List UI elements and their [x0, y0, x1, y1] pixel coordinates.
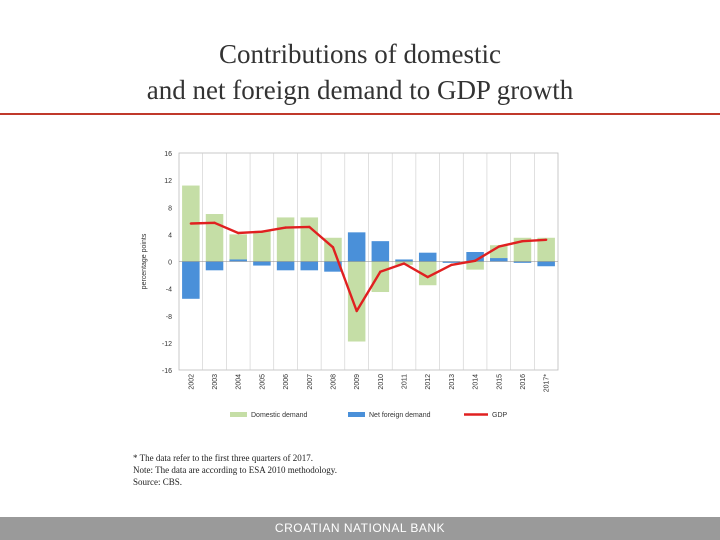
domestic-demand-bar-7 [347, 261, 366, 342]
domestic-demand-bar-4 [276, 217, 295, 262]
net-foreign-demand-bar-11 [442, 261, 461, 263]
x-tick-label: 2013 [449, 374, 456, 390]
title-line-1: Contributions of domestic [219, 39, 501, 69]
footnote: * The data refer to the first three quar… [133, 453, 314, 463]
gdp-point-10 [426, 275, 429, 279]
domestic-demand-bar-12 [466, 261, 484, 270]
x-tick-label: 2003 [212, 374, 219, 390]
domestic-demand-bar-10 [418, 261, 437, 286]
gdp-line [190, 221, 547, 313]
gdp-point-13 [497, 245, 500, 248]
contributions-chart: 16 12 8 4 0 -4 -8 -12 -16 percentage points 2002 20… [141, 151, 559, 419]
footer-bar: CROATIAN NATIONAL BANK [0, 517, 720, 540]
gdp-point-12 [473, 259, 477, 263]
x-tick-label: 2002 [188, 374, 195, 390]
x-tick-label: 2012 [425, 374, 432, 390]
y-tick-label: 0 [168, 260, 172, 267]
y-tick-label: -12 [162, 341, 172, 348]
x-tick-label: 2009 [354, 374, 361, 390]
gdp-point-2 [237, 231, 240, 235]
net-foreign-demand-bar-3 [253, 261, 271, 266]
x-tick-label: 2016 [520, 374, 527, 390]
gdp-point-8 [379, 270, 382, 273]
gdp-point-3 [260, 230, 264, 233]
net-foreign-demand-bar-15 [537, 261, 555, 267]
gdp-point-4 [284, 226, 287, 229]
x-tick-label: 2008 [330, 374, 337, 390]
title-line-2: and net foreign demand to GDP growth [146, 75, 574, 105]
page-title: Contributions of domestic and net foreig… [0, 36, 720, 108]
net-foreign-demand-bar-10 [418, 252, 437, 262]
gdp-point-0 [189, 222, 193, 225]
net-foreign-demand-bar-5 [300, 261, 319, 271]
net-foreign-demand-bar-9 [395, 259, 413, 262]
net-foreign-demand-bar-14 [513, 261, 532, 263]
net-foreign-demand-bar-13 [490, 258, 508, 262]
net-foreign-demand-bar-8 [371, 241, 390, 262]
legend-swatch-0 [230, 412, 247, 417]
domestic-demand-bar-2 [229, 234, 247, 262]
gdp-point-6 [331, 246, 335, 249]
x-tick-label: 2010 [378, 374, 385, 390]
x-tick-label: 2014 [473, 374, 480, 390]
gdp-point-9 [402, 262, 406, 265]
x-tick-label: 2011 [402, 374, 409, 389]
net-foreign-demand-bar-4 [276, 261, 295, 271]
legend-swatch-1 [348, 412, 365, 417]
net-foreign-demand-bar-6 [324, 261, 342, 272]
gdp-point-14 [521, 239, 524, 243]
methodology-note: Note: The data are according to ESA 2010… [133, 465, 337, 475]
x-tick-label: 2005 [259, 374, 266, 390]
y-axis-label: percentage points [141, 233, 148, 289]
y-tick-label: 4 [168, 232, 172, 239]
source-note: Source: CBS. [133, 477, 183, 487]
title-divider [0, 113, 720, 115]
chart-notes: * The data refer to the first three quar… [133, 452, 337, 488]
domestic-demand-bar-1 [205, 214, 224, 262]
y-tick-label: 8 [168, 205, 172, 212]
y-tick-label: 12 [164, 178, 172, 185]
domestic-demand-bar-14 [513, 237, 532, 262]
gdp-point-7 [355, 309, 358, 313]
gdp-point-15 [544, 238, 548, 241]
domestic-demand-bar-8 [371, 261, 390, 293]
y-tick-label: -8 [166, 314, 172, 321]
net-foreign-demand-bar-2 [229, 259, 247, 262]
domestic-demand-bar-3 [253, 230, 271, 262]
gdp-point-1 [213, 221, 216, 225]
domestic-demand-bar-15 [537, 237, 555, 262]
legend-label-0: Domestic demand [251, 412, 308, 419]
y-tick-label: -4 [166, 287, 172, 294]
legend-label-1: Net foreign demand [369, 412, 431, 419]
x-tick-label: 2007 [307, 374, 314, 390]
y-tick-label: 16 [164, 151, 172, 158]
net-foreign-demand-bar-12 [466, 252, 484, 262]
x-tick-label: 2017* [544, 374, 551, 393]
legend-label-2: GDP [492, 412, 508, 419]
gdp-point-5 [308, 225, 311, 229]
x-tick-label: 2006 [283, 374, 290, 390]
net-foreign-demand-bar-7 [347, 232, 366, 262]
x-tick-label: 2015 [496, 374, 503, 390]
footer-label: CROATIAN NATIONAL BANK [274, 521, 446, 535]
y-tick-label: -16 [162, 368, 172, 375]
gdp-point-11 [450, 263, 453, 267]
domestic-demand-bar-5 [300, 217, 319, 262]
net-foreign-demand-bar-1 [205, 261, 224, 271]
x-tick-label: 2004 [236, 374, 243, 390]
net-foreign-demand-bar-0 [182, 261, 200, 299]
